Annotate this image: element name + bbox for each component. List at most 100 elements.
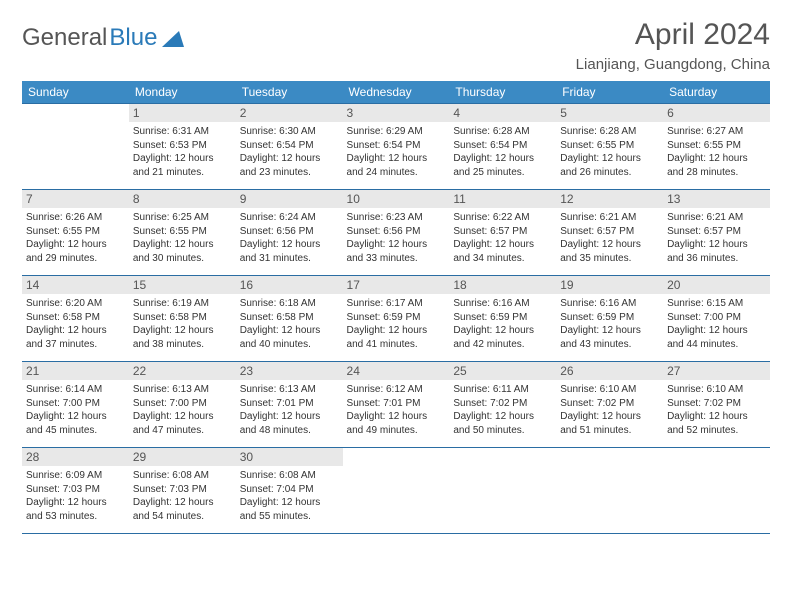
day-number: 2 [236, 104, 343, 122]
calendar-day-cell [22, 104, 129, 190]
daylight-text: and 52 minutes. [667, 424, 766, 438]
sunrise-text: Sunrise: 6:13 AM [240, 383, 339, 397]
calendar-day-cell: 5Sunrise: 6:28 AMSunset: 6:55 PMDaylight… [556, 104, 663, 190]
daylight-text: and 45 minutes. [26, 424, 125, 438]
calendar-day-cell: 12Sunrise: 6:21 AMSunset: 6:57 PMDayligh… [556, 190, 663, 276]
sunset-text: Sunset: 6:58 PM [133, 311, 232, 325]
calendar-week-row: 1Sunrise: 6:31 AMSunset: 6:53 PMDaylight… [22, 104, 770, 190]
sunset-text: Sunset: 7:03 PM [133, 483, 232, 497]
daylight-text: Daylight: 12 hours [347, 324, 446, 338]
calendar-day-cell: 18Sunrise: 6:16 AMSunset: 6:59 PMDayligh… [449, 276, 556, 362]
daylight-text: and 26 minutes. [560, 166, 659, 180]
day-number: 12 [556, 190, 663, 208]
sunrise-text: Sunrise: 6:17 AM [347, 297, 446, 311]
sunset-text: Sunset: 6:55 PM [667, 139, 766, 153]
logo: GeneralBlue [22, 18, 184, 52]
sunset-text: Sunset: 6:53 PM [133, 139, 232, 153]
sunrise-text: Sunrise: 6:28 AM [453, 125, 552, 139]
day-header: Saturday [663, 81, 770, 104]
daylight-text: Daylight: 12 hours [347, 152, 446, 166]
daylight-text: Daylight: 12 hours [667, 410, 766, 424]
sunset-text: Sunset: 6:59 PM [347, 311, 446, 325]
sunset-text: Sunset: 6:59 PM [453, 311, 552, 325]
calendar-day-cell [343, 448, 450, 534]
daylight-text: and 41 minutes. [347, 338, 446, 352]
daylight-text: Daylight: 12 hours [560, 238, 659, 252]
day-number: 22 [129, 362, 236, 380]
sunset-text: Sunset: 6:55 PM [26, 225, 125, 239]
sunrise-text: Sunrise: 6:20 AM [26, 297, 125, 311]
sunrise-text: Sunrise: 6:13 AM [133, 383, 232, 397]
calendar-day-cell: 23Sunrise: 6:13 AMSunset: 7:01 PMDayligh… [236, 362, 343, 448]
sunset-text: Sunset: 6:54 PM [453, 139, 552, 153]
day-number: 15 [129, 276, 236, 294]
daylight-text: Daylight: 12 hours [240, 324, 339, 338]
day-number: 4 [449, 104, 556, 122]
location-subtitle: Lianjiang, Guangdong, China [576, 56, 770, 73]
daylight-text: and 38 minutes. [133, 338, 232, 352]
daylight-text: Daylight: 12 hours [347, 238, 446, 252]
sunrise-text: Sunrise: 6:08 AM [133, 469, 232, 483]
daylight-text: Daylight: 12 hours [453, 238, 552, 252]
day-number: 7 [22, 190, 129, 208]
daylight-text: and 40 minutes. [240, 338, 339, 352]
calendar-day-cell: 27Sunrise: 6:10 AMSunset: 7:02 PMDayligh… [663, 362, 770, 448]
day-number: 21 [22, 362, 129, 380]
daylight-text: Daylight: 12 hours [26, 496, 125, 510]
daylight-text: and 54 minutes. [133, 510, 232, 524]
calendar-day-cell: 24Sunrise: 6:12 AMSunset: 7:01 PMDayligh… [343, 362, 450, 448]
sunrise-text: Sunrise: 6:16 AM [560, 297, 659, 311]
calendar-day-cell: 14Sunrise: 6:20 AMSunset: 6:58 PMDayligh… [22, 276, 129, 362]
sunset-text: Sunset: 7:02 PM [560, 397, 659, 411]
calendar-week-row: 28Sunrise: 6:09 AMSunset: 7:03 PMDayligh… [22, 448, 770, 534]
calendar-day-cell: 11Sunrise: 6:22 AMSunset: 6:57 PMDayligh… [449, 190, 556, 276]
calendar-day-cell [556, 448, 663, 534]
daylight-text: and 35 minutes. [560, 252, 659, 266]
day-number: 5 [556, 104, 663, 122]
daylight-text: and 34 minutes. [453, 252, 552, 266]
daylight-text: and 49 minutes. [347, 424, 446, 438]
daylight-text: and 53 minutes. [26, 510, 125, 524]
day-number: 13 [663, 190, 770, 208]
calendar-day-cell: 15Sunrise: 6:19 AMSunset: 6:58 PMDayligh… [129, 276, 236, 362]
daylight-text: Daylight: 12 hours [560, 410, 659, 424]
calendar-day-cell: 7Sunrise: 6:26 AMSunset: 6:55 PMDaylight… [22, 190, 129, 276]
calendar-day-cell [663, 448, 770, 534]
day-header: Friday [556, 81, 663, 104]
calendar-day-cell: 29Sunrise: 6:08 AMSunset: 7:03 PMDayligh… [129, 448, 236, 534]
header: GeneralBlue April 2024 Lianjiang, Guangd… [22, 18, 770, 73]
daylight-text: Daylight: 12 hours [667, 152, 766, 166]
sunset-text: Sunset: 6:55 PM [133, 225, 232, 239]
day-number: 6 [663, 104, 770, 122]
sunset-text: Sunset: 6:58 PM [240, 311, 339, 325]
sunset-text: Sunset: 6:58 PM [26, 311, 125, 325]
daylight-text: and 43 minutes. [560, 338, 659, 352]
sunrise-text: Sunrise: 6:10 AM [560, 383, 659, 397]
calendar-day-cell: 19Sunrise: 6:16 AMSunset: 6:59 PMDayligh… [556, 276, 663, 362]
calendar-day-cell: 28Sunrise: 6:09 AMSunset: 7:03 PMDayligh… [22, 448, 129, 534]
day-header: Tuesday [236, 81, 343, 104]
day-number: 24 [343, 362, 450, 380]
calendar-day-cell: 20Sunrise: 6:15 AMSunset: 7:00 PMDayligh… [663, 276, 770, 362]
calendar-day-cell: 2Sunrise: 6:30 AMSunset: 6:54 PMDaylight… [236, 104, 343, 190]
sunrise-text: Sunrise: 6:21 AM [667, 211, 766, 225]
day-number: 9 [236, 190, 343, 208]
daylight-text: Daylight: 12 hours [347, 410, 446, 424]
sunset-text: Sunset: 6:56 PM [347, 225, 446, 239]
day-number: 1 [129, 104, 236, 122]
calendar-day-cell: 9Sunrise: 6:24 AMSunset: 6:56 PMDaylight… [236, 190, 343, 276]
logo-text-2: Blue [109, 24, 157, 52]
daylight-text: and 48 minutes. [240, 424, 339, 438]
day-number: 30 [236, 448, 343, 466]
calendar-day-cell: 26Sunrise: 6:10 AMSunset: 7:02 PMDayligh… [556, 362, 663, 448]
day-number: 11 [449, 190, 556, 208]
daylight-text: Daylight: 12 hours [560, 324, 659, 338]
logo-triangle-icon [162, 31, 184, 47]
sunset-text: Sunset: 7:00 PM [667, 311, 766, 325]
sunset-text: Sunset: 7:02 PM [453, 397, 552, 411]
daylight-text: and 23 minutes. [240, 166, 339, 180]
sunset-text: Sunset: 6:57 PM [453, 225, 552, 239]
calendar-day-cell: 13Sunrise: 6:21 AMSunset: 6:57 PMDayligh… [663, 190, 770, 276]
daylight-text: Daylight: 12 hours [240, 152, 339, 166]
calendar-table: Sunday Monday Tuesday Wednesday Thursday… [22, 81, 770, 534]
